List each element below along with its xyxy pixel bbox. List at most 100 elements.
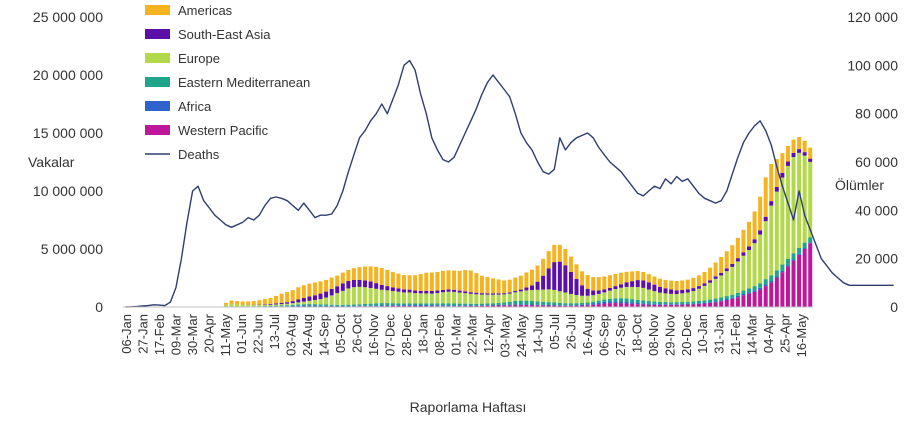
bar-segment-americas-36 xyxy=(324,279,329,292)
bar-segment-africa-53 xyxy=(418,305,423,307)
bar-segment-africa-47 xyxy=(385,305,390,307)
bar-segment-europe-115 xyxy=(763,221,768,280)
bar-segment-europe-76 xyxy=(546,289,551,303)
bar-segment-europe-94 xyxy=(646,289,651,302)
bar-segment-americas-89 xyxy=(619,272,624,285)
bar-segment-africa-60 xyxy=(457,305,462,307)
bar-segment-western-pacific-89 xyxy=(619,303,624,307)
bar-segment-south-east-asia-112 xyxy=(747,246,752,251)
bar-segment-eastern-mediterranean-28 xyxy=(279,305,284,307)
bar-segment-europe-62 xyxy=(468,293,473,304)
legend-label-eastern-mediterranean: Eastern Mediterranean xyxy=(178,75,310,90)
bar-segment-americas-97 xyxy=(663,279,668,289)
bar-segment-eastern-mediterranean-52 xyxy=(413,303,418,306)
bar-segment-south-east-asia-86 xyxy=(602,289,607,293)
bar-segment-eastern-mediterranean-55 xyxy=(429,303,434,306)
bar-segment-south-east-asia-123 xyxy=(808,158,813,162)
x-tick-label: 21-Feb xyxy=(728,314,743,355)
bar-segment-south-east-asia-109 xyxy=(730,263,735,267)
bar-segment-eastern-mediterranean-117 xyxy=(774,270,779,277)
bar-segment-africa-103 xyxy=(696,303,701,304)
bar-segment-western-pacific-93 xyxy=(641,304,646,307)
bar-segment-south-east-asia-61 xyxy=(463,291,468,294)
bar-segment-americas-90 xyxy=(624,271,629,283)
bar-segment-americas-26 xyxy=(268,297,273,304)
bar-segment-europe-105 xyxy=(708,282,713,300)
bar-segment-south-east-asia-82 xyxy=(580,285,585,296)
x-tick-label: 04-Apr xyxy=(761,313,776,353)
bar-segment-africa-120 xyxy=(791,259,796,261)
bar-segment-americas-19 xyxy=(229,300,234,304)
bar-segment-europe-41 xyxy=(351,287,356,305)
y2-tick-label: 40 000 xyxy=(855,202,898,218)
bar-segment-western-pacific-85 xyxy=(596,304,601,307)
bar-segment-europe-92 xyxy=(635,287,640,300)
bar-segment-western-pacific-83 xyxy=(585,305,590,307)
bar-segment-africa-33 xyxy=(307,305,312,307)
bar-segment-western-pacific-68 xyxy=(502,305,507,307)
bar-segment-south-east-asia-74 xyxy=(535,281,540,290)
bars-group xyxy=(223,136,813,307)
bar-segment-americas-65 xyxy=(485,277,490,294)
bar-segment-americas-24 xyxy=(257,300,262,305)
x-tick-label: 10-Jan xyxy=(695,314,710,354)
bar-segment-western-pacific-109 xyxy=(730,298,735,307)
bar-segment-western-pacific-50 xyxy=(402,305,407,307)
bar-segment-europe-70 xyxy=(513,292,518,301)
bar-segment-eastern-mediterranean-57 xyxy=(440,303,445,306)
bar-segment-europe-74 xyxy=(535,289,540,302)
bar-segment-western-pacific-112 xyxy=(747,293,752,307)
bar-segment-south-east-asia-39 xyxy=(340,283,345,291)
bar-segment-western-pacific-71 xyxy=(518,305,523,307)
bar-segment-americas-95 xyxy=(652,276,657,285)
bar-segment-europe-46 xyxy=(379,289,384,304)
bar-segment-eastern-mediterranean-91 xyxy=(630,299,635,303)
bar-segment-africa-115 xyxy=(763,284,768,287)
bar-segment-africa-118 xyxy=(780,270,785,273)
x-tick-label: 13-Jul xyxy=(267,314,282,350)
bar-segment-eastern-mediterranean-122 xyxy=(802,242,807,249)
x-tick-label: 14-Mar xyxy=(745,313,760,355)
bar-segment-europe-79 xyxy=(563,292,568,304)
deaths-line-group xyxy=(125,59,894,308)
bar-segment-western-pacific-95 xyxy=(652,304,657,307)
bar-segment-africa-106 xyxy=(713,301,718,303)
bar-segment-americas-114 xyxy=(758,196,763,231)
bar-segment-americas-122 xyxy=(802,140,807,153)
x-axis-title: Raporlama Haftası xyxy=(410,399,527,415)
bar-segment-eastern-mediterranean-99 xyxy=(674,302,679,305)
bar-segment-americas-116 xyxy=(769,163,774,202)
x-tick-label: 22-Mar xyxy=(465,313,480,355)
bar-segment-south-east-asia-65 xyxy=(485,293,490,295)
bar-segment-europe-45 xyxy=(374,288,379,304)
bar-segment-americas-77 xyxy=(552,244,557,263)
bar-segment-americas-55 xyxy=(429,272,434,291)
bar-segment-europe-34 xyxy=(312,300,317,305)
bar-segment-eastern-mediterranean-64 xyxy=(479,303,484,306)
bar-segment-europe-20 xyxy=(235,304,240,307)
bar-segment-africa-87 xyxy=(607,301,612,304)
bar-segment-eastern-mediterranean-69 xyxy=(507,301,512,305)
y-tick-label: 20 000 000 xyxy=(33,67,103,83)
bar-segment-europe-37 xyxy=(329,295,334,305)
y-tick-label: 5 000 000 xyxy=(41,241,103,257)
bar-segment-south-east-asia-121 xyxy=(797,149,802,153)
bar-segment-americas-28 xyxy=(279,293,284,303)
bar-segment-americas-83 xyxy=(585,275,590,289)
bar-segment-americas-85 xyxy=(596,277,601,291)
x-tick-label: 05-Oct xyxy=(333,314,348,353)
bar-segment-eastern-mediterranean-24 xyxy=(257,306,262,307)
bar-segment-eastern-mediterranean-38 xyxy=(335,304,340,306)
bar-segment-europe-64 xyxy=(479,294,484,304)
bar-segment-africa-57 xyxy=(440,305,445,307)
bar-segment-eastern-mediterranean-34 xyxy=(312,304,317,306)
bar-segment-south-east-asia-57 xyxy=(440,289,445,293)
bar-segment-americas-41 xyxy=(351,268,356,280)
bar-segment-eastern-mediterranean-40 xyxy=(346,304,351,306)
bar-segment-americas-104 xyxy=(702,271,707,284)
bar-segment-europe-18 xyxy=(223,304,228,307)
bar-segment-eastern-mediterranean-77 xyxy=(552,302,557,306)
bar-segment-south-east-asia-73 xyxy=(529,285,534,291)
bar-segment-western-pacific-72 xyxy=(524,305,529,307)
bar-segment-europe-68 xyxy=(502,294,507,303)
